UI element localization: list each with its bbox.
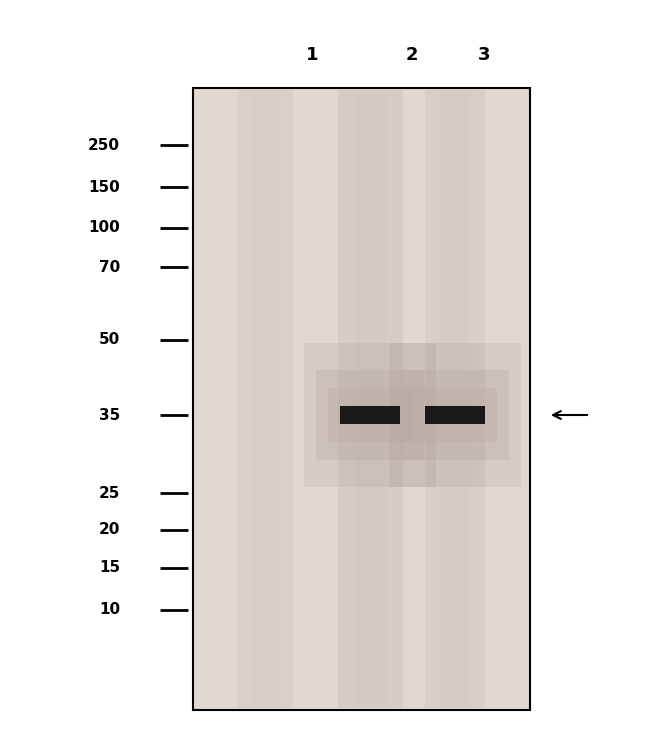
Text: 20: 20 bbox=[99, 523, 120, 537]
Bar bbox=[413, 388, 497, 442]
Text: 150: 150 bbox=[88, 179, 120, 195]
Text: 10: 10 bbox=[99, 602, 120, 618]
Bar bbox=[389, 343, 521, 487]
Bar bbox=[252, 90, 279, 708]
Bar bbox=[237, 90, 292, 708]
Bar bbox=[316, 370, 424, 460]
Bar bbox=[440, 90, 470, 708]
Text: 25: 25 bbox=[99, 485, 120, 501]
Text: 50: 50 bbox=[99, 332, 120, 348]
Bar bbox=[354, 90, 386, 708]
Bar bbox=[401, 370, 509, 460]
Text: 1: 1 bbox=[306, 46, 318, 64]
Text: 3: 3 bbox=[478, 46, 490, 64]
Text: 70: 70 bbox=[99, 260, 120, 274]
Text: 100: 100 bbox=[88, 220, 120, 236]
Text: 2: 2 bbox=[406, 46, 418, 64]
Bar bbox=[337, 90, 402, 708]
Bar bbox=[425, 406, 485, 424]
Bar bbox=[425, 90, 485, 708]
Text: 35: 35 bbox=[99, 408, 120, 422]
Bar bbox=[340, 406, 400, 424]
Text: 15: 15 bbox=[99, 561, 120, 575]
Text: 250: 250 bbox=[88, 138, 120, 152]
Bar bbox=[304, 343, 436, 487]
Bar bbox=[328, 388, 412, 442]
Bar bbox=[193, 88, 530, 710]
